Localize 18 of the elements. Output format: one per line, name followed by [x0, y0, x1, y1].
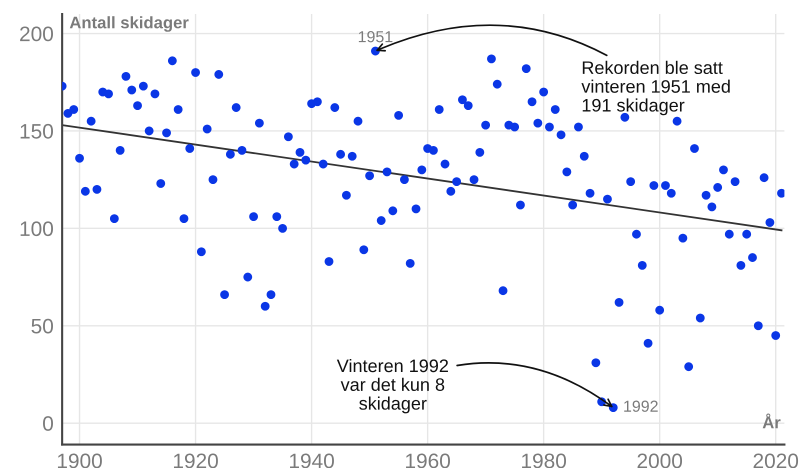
x-axis-title: År [762, 414, 781, 428]
x-tick-label: 2020 [754, 453, 798, 468]
annotation: Rekorden ble satt vinteren 1951 med 191 skidager [581, 60, 730, 116]
x-tick-label: 1920 [174, 453, 218, 468]
annotation: 1951 [358, 31, 392, 42]
y-tick-label: 200 [20, 26, 53, 42]
x-tick-label: 1980 [522, 453, 566, 468]
y-tick-label: 150 [20, 124, 53, 139]
x-tick-label: 1900 [58, 453, 102, 468]
y-tick-label: 100 [20, 221, 53, 236]
y-tick-label: 0 [43, 416, 53, 431]
annotation: Vinteren 1992 var det kun 8 skidager [336, 358, 448, 414]
x-tick-label: 2000 [638, 453, 682, 468]
x-tick-label: 1960 [406, 453, 450, 468]
annotation: 1992 [624, 400, 658, 412]
y-axis-title: Antall skidager [70, 16, 189, 32]
x-tick-label: 1940 [290, 453, 334, 468]
y-tick-label: 50 [31, 318, 53, 334]
